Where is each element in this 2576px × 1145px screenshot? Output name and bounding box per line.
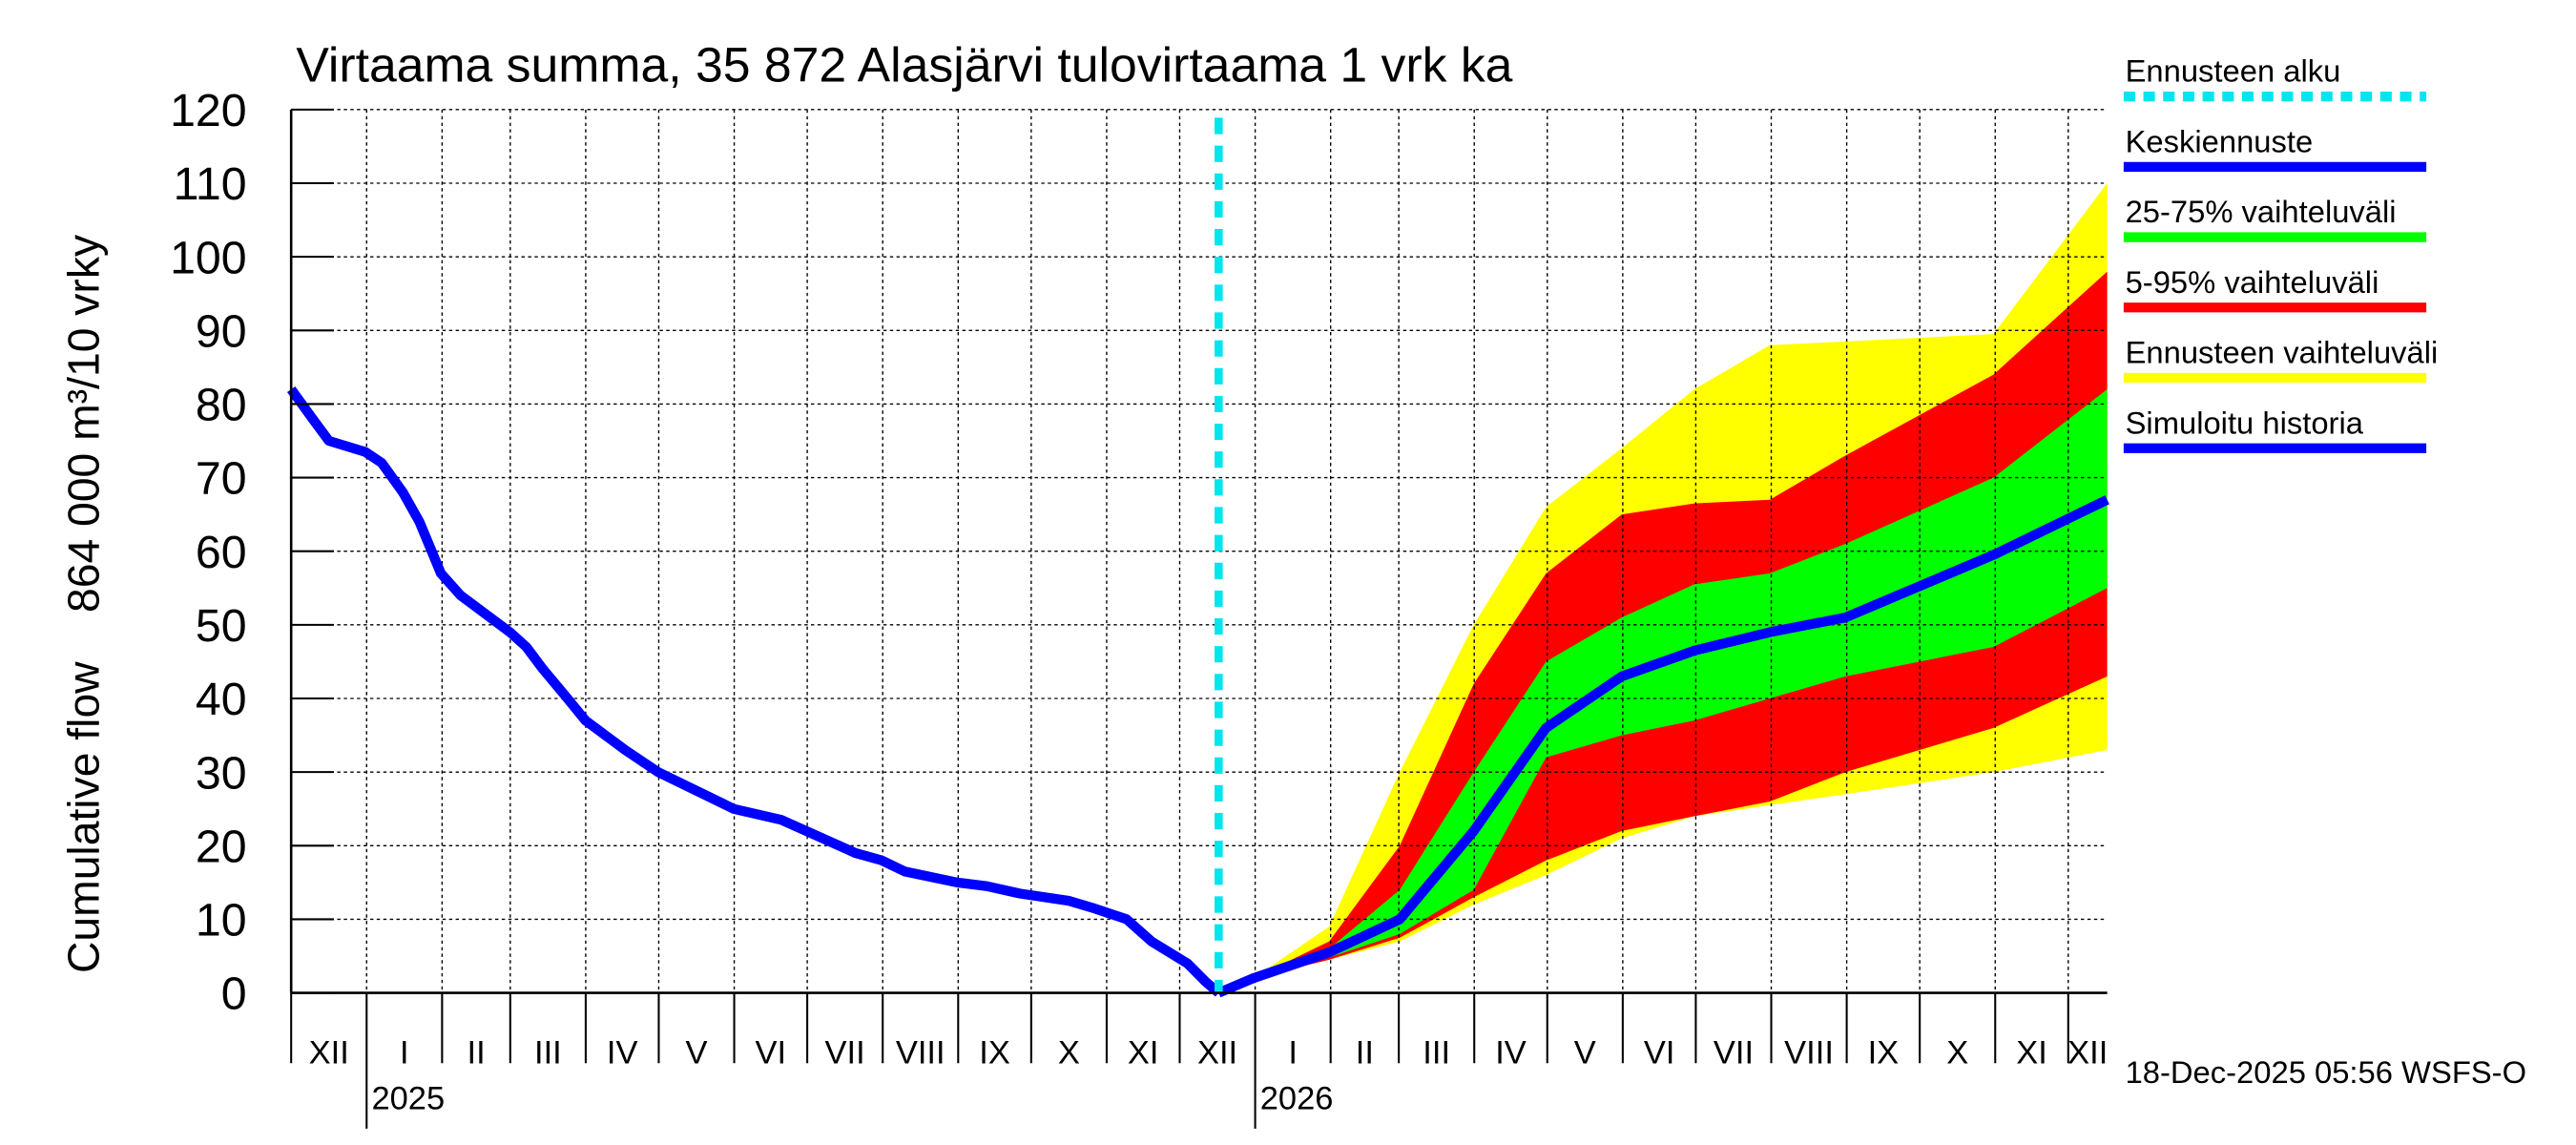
y-tick-label: 10 [196,895,247,947]
month-label: VIII [896,1034,945,1071]
month-label: VII [1714,1034,1754,1071]
series-lines [286,117,2109,998]
y-tick-label: 80 [196,380,247,431]
month-label: VII [825,1034,865,1071]
month-label: II [467,1034,486,1071]
y-tick-label: 40 [196,674,247,725]
legend-label: Ennusteen alku [2126,53,2341,89]
month-label: XII [1197,1034,1237,1071]
year-label: 2026 [1260,1080,1334,1116]
band-25-75 [1218,389,2108,993]
month-label: XI [2016,1034,2047,1071]
month-label: V [686,1034,708,1071]
footer-timestamp: 18-Dec-2025 05:56 WSFS-O [2126,1054,2526,1090]
forecast-bands [1218,183,2108,993]
y-tick-label: 90 [196,306,247,358]
median-forecast-line [1216,495,2109,998]
y-axis-label: Cumulative flow 864 000 m³/10 vrky [58,234,108,973]
y-tick-label: 60 [196,527,247,578]
y-tick-label: 30 [196,747,247,799]
month-label: III [1423,1034,1450,1071]
month-label: IV [1495,1034,1527,1071]
month-label: X [1946,1034,1968,1071]
legend-label: Keskiennuste [2126,124,2314,159]
month-label: X [1058,1034,1080,1071]
chart-title: Virtaama summa, 35 872 Alasjärvi tulovir… [296,37,1512,93]
month-label: IX [1868,1034,1900,1071]
month-label: XI [1128,1034,1159,1071]
y-tick-label: 50 [196,600,247,652]
year-label: 2025 [371,1080,445,1116]
month-label: I [1288,1034,1298,1071]
grid [291,109,2108,993]
y-tick-label: 120 [170,85,247,136]
month-label: VI [1644,1034,1675,1071]
axes: XII I II III IV V VI VII VIII IX X XI XII I II III IV V VI… [170,85,2108,1129]
month-label: V [1574,1034,1596,1071]
legend-label: 5-95% vaihteluväli [2126,264,2379,300]
month-label: III [534,1034,562,1071]
y-tick-label: 0 [221,968,247,1020]
month-label: II [1356,1034,1374,1071]
legend-label: 25-75% vaihteluväli [2126,194,2397,229]
y-tick-label: 110 [174,158,247,210]
y-tick-label: 100 [170,232,247,283]
y-tick-label: 20 [196,822,247,873]
y-tick-label: 70 [196,453,247,505]
month-label: IX [979,1034,1010,1071]
month-label: VIII [1784,1034,1834,1071]
month-label: I [400,1034,409,1071]
legend: Ennusteen alku Keskiennuste 25-75% vaihtel… [2123,53,2439,453]
legend-label: Simuloitu historia [2126,405,2364,440]
month-label: IV [607,1034,638,1071]
legend-label: Ennusteen vaihteluväli [2126,335,2439,370]
simulated-history-line [286,385,1222,997]
month-label: VI [756,1034,787,1071]
month-label: XII [2067,1034,2108,1071]
month-label: XII [309,1034,349,1071]
